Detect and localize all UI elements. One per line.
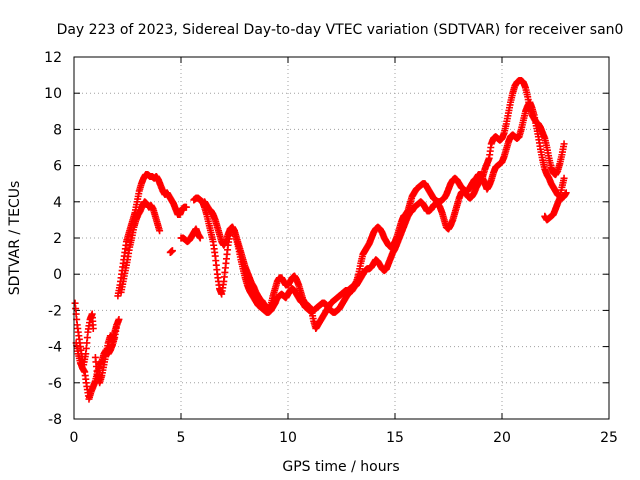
y-axis-label: SDTVAR / TECUs xyxy=(7,181,23,296)
x-tick-label: 10 xyxy=(279,430,297,446)
data-points xyxy=(71,77,570,403)
chart-title: Day 223 of 2023, Sidereal Day-to-day VTE… xyxy=(57,22,624,38)
x-axis-label: GPS time / hours xyxy=(282,459,399,475)
data-point xyxy=(560,174,568,182)
data-point xyxy=(168,247,176,255)
x-tick-label: 20 xyxy=(493,430,511,446)
y-tick-label: -4 xyxy=(48,340,62,356)
data-point xyxy=(115,315,123,323)
y-tick-label: -2 xyxy=(48,303,62,319)
y-tick-label: 10 xyxy=(44,86,62,102)
y-tick-label: -6 xyxy=(48,376,62,392)
y-tick-label: 6 xyxy=(53,159,62,175)
data-point xyxy=(89,325,97,332)
y-tick-label: -8 xyxy=(48,412,62,428)
data-point xyxy=(156,227,164,235)
data-point xyxy=(560,140,568,148)
y-tick-label: 12 xyxy=(44,50,62,66)
x-tick-label: 0 xyxy=(70,430,79,446)
data-point xyxy=(182,203,190,211)
y-tick-label: 2 xyxy=(53,231,62,247)
y-tick-label: 8 xyxy=(53,122,62,138)
x-tick-label: 5 xyxy=(177,430,186,446)
y-tick-label: 4 xyxy=(53,195,62,211)
plot-frame xyxy=(73,56,610,420)
y-tick-label: 0 xyxy=(53,267,62,283)
data-point xyxy=(196,234,204,242)
x-tick-label: 25 xyxy=(600,430,618,446)
x-tick-label: 15 xyxy=(386,430,404,446)
